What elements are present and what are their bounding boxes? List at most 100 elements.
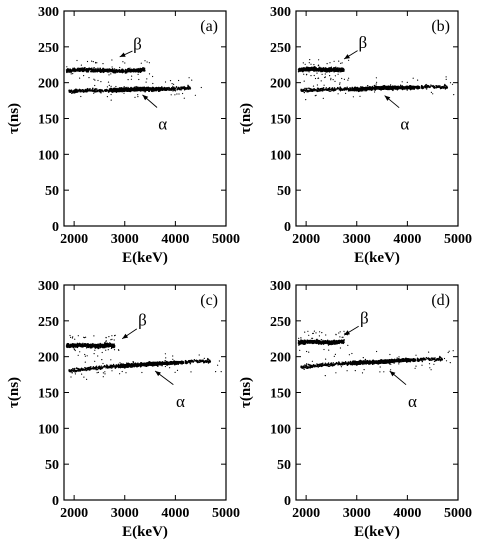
scatter-point: [138, 78, 140, 81]
scatter-point: [86, 60, 89, 63]
scatter-point: [80, 64, 82, 66]
scatter-point: [106, 96, 108, 98]
scatter-point: [84, 355, 86, 357]
scatter-point: [317, 88, 319, 90]
scatter-point: [339, 83, 341, 85]
scatter-point: [359, 89, 362, 92]
scatter-point: [444, 84, 447, 87]
y-tick-label: 150: [38, 113, 59, 128]
scatter-point: [316, 72, 318, 74]
scatter-point: [83, 342, 86, 345]
scatter-point: [68, 71, 70, 74]
x-tick-label: 2000: [60, 506, 88, 521]
scatter-point: [70, 346, 72, 348]
scatter-point: [353, 90, 356, 92]
annotation-label: β: [358, 33, 367, 52]
scatter-point: [152, 87, 154, 89]
scatter-point: [363, 87, 366, 89]
scatter-point: [176, 88, 178, 91]
scatter-point: [66, 66, 68, 68]
scatter-point: [397, 87, 399, 89]
x-axis-title: E(keV): [122, 524, 168, 540]
scatter-point: [137, 88, 139, 90]
scatter-point: [96, 90, 99, 93]
scatter-point: [394, 85, 396, 87]
panel-label: (c): [200, 292, 218, 309]
scatter-point: [124, 72, 127, 74]
scatter-point: [339, 89, 341, 91]
y-axis-title: τ(ns): [6, 377, 22, 408]
scatter-point: [66, 345, 68, 348]
scatter-point: [348, 77, 350, 79]
scatter-point: [297, 70, 300, 73]
annotation-arrowhead: [142, 94, 149, 101]
scatter-point: [323, 89, 326, 91]
scatter-point: [157, 365, 159, 368]
scatter-point: [105, 337, 107, 339]
scatter-point: [129, 88, 131, 91]
scatter-point: [348, 89, 351, 91]
scatter-point: [82, 91, 85, 93]
scatter-point: [387, 88, 389, 91]
scatter-point: [90, 70, 92, 73]
scatter-point: [100, 70, 102, 73]
y-tick-label: 150: [270, 113, 291, 128]
scatter-point: [331, 68, 334, 71]
scatter-point: [70, 336, 72, 338]
scatter-point: [320, 87, 322, 90]
scatter-point: [67, 343, 69, 345]
scatter-point: [151, 88, 154, 91]
scatter-point: [406, 81, 408, 83]
scatter-point: [75, 69, 78, 71]
scatter-point: [177, 87, 179, 89]
scatter-point: [425, 88, 428, 90]
scatter-point: [127, 89, 130, 91]
scatter-point: [344, 88, 347, 91]
scatter-point: [303, 67, 306, 69]
scatter-point: [179, 88, 181, 90]
scatter-point: [417, 79, 419, 81]
scatter-point: [432, 93, 434, 95]
scatter-point: [79, 77, 81, 79]
scatter-point: [140, 69, 143, 72]
scatter-point: [110, 70, 113, 73]
scatter-point: [152, 89, 154, 92]
scatter-point: [428, 85, 430, 87]
scatter-point: [110, 339, 112, 341]
y-tick-label: 100: [38, 148, 59, 163]
scatter-point: [108, 336, 110, 338]
scatter-point: [390, 86, 392, 89]
scatter-point: [129, 90, 132, 93]
scatter-point: [370, 87, 372, 89]
scatter-point: [399, 86, 402, 88]
scatter-point: [110, 73, 112, 75]
scatter-point: [110, 99, 112, 101]
scatter-point: [329, 67, 331, 69]
scatter-point: [127, 79, 129, 81]
scatter-point: [116, 70, 118, 72]
scatter-point: [156, 87, 159, 90]
annotation-arrowhead: [384, 95, 391, 101]
scatter-point: [426, 86, 428, 89]
x-tick-label: 4000: [161, 506, 189, 521]
scatter-point: [425, 84, 427, 86]
scatter-point: [310, 69, 312, 71]
scatter-point: [352, 96, 354, 98]
scatter-point: [172, 89, 174, 92]
scatter-point: [121, 68, 124, 70]
scatter-point: [114, 68, 116, 70]
scatter-point: [168, 87, 170, 89]
scatter-point: [437, 85, 440, 87]
scatter-point: [152, 82, 154, 85]
scatter-point: [111, 338, 113, 340]
scatter-point: [404, 86, 406, 88]
scatter-point: [306, 69, 308, 71]
scatter-point: [82, 89, 84, 91]
y-tick-label: 300: [38, 5, 59, 20]
scatter-point: [77, 335, 79, 337]
scatter-point: [86, 87, 89, 90]
scatter-point: [406, 87, 408, 90]
scatter-point: [412, 86, 414, 89]
scatter-point: [315, 70, 317, 72]
